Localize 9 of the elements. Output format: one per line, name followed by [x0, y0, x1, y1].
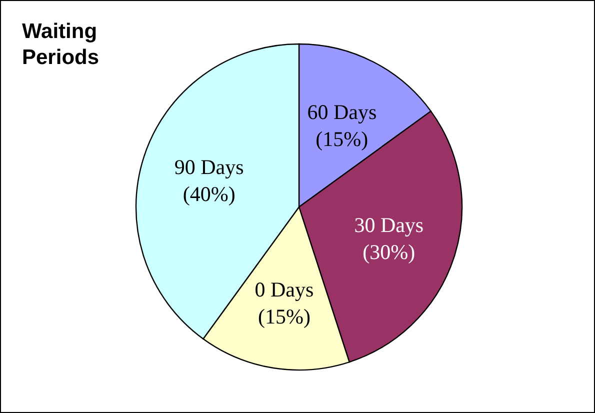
chart-title: Waiting Periods	[22, 20, 100, 69]
slice-label: 30 Days	[354, 213, 424, 238]
data-label: (40%)	[182, 182, 236, 206]
slice-label: 60 Days	[307, 100, 377, 124]
data-label: (15%)	[258, 304, 310, 328]
slice-label: 90 Days	[174, 154, 244, 179]
data-label: (15%)	[316, 126, 368, 151]
slice-label: 0 Days	[254, 277, 314, 302]
data-label: (30%)	[362, 240, 416, 264]
